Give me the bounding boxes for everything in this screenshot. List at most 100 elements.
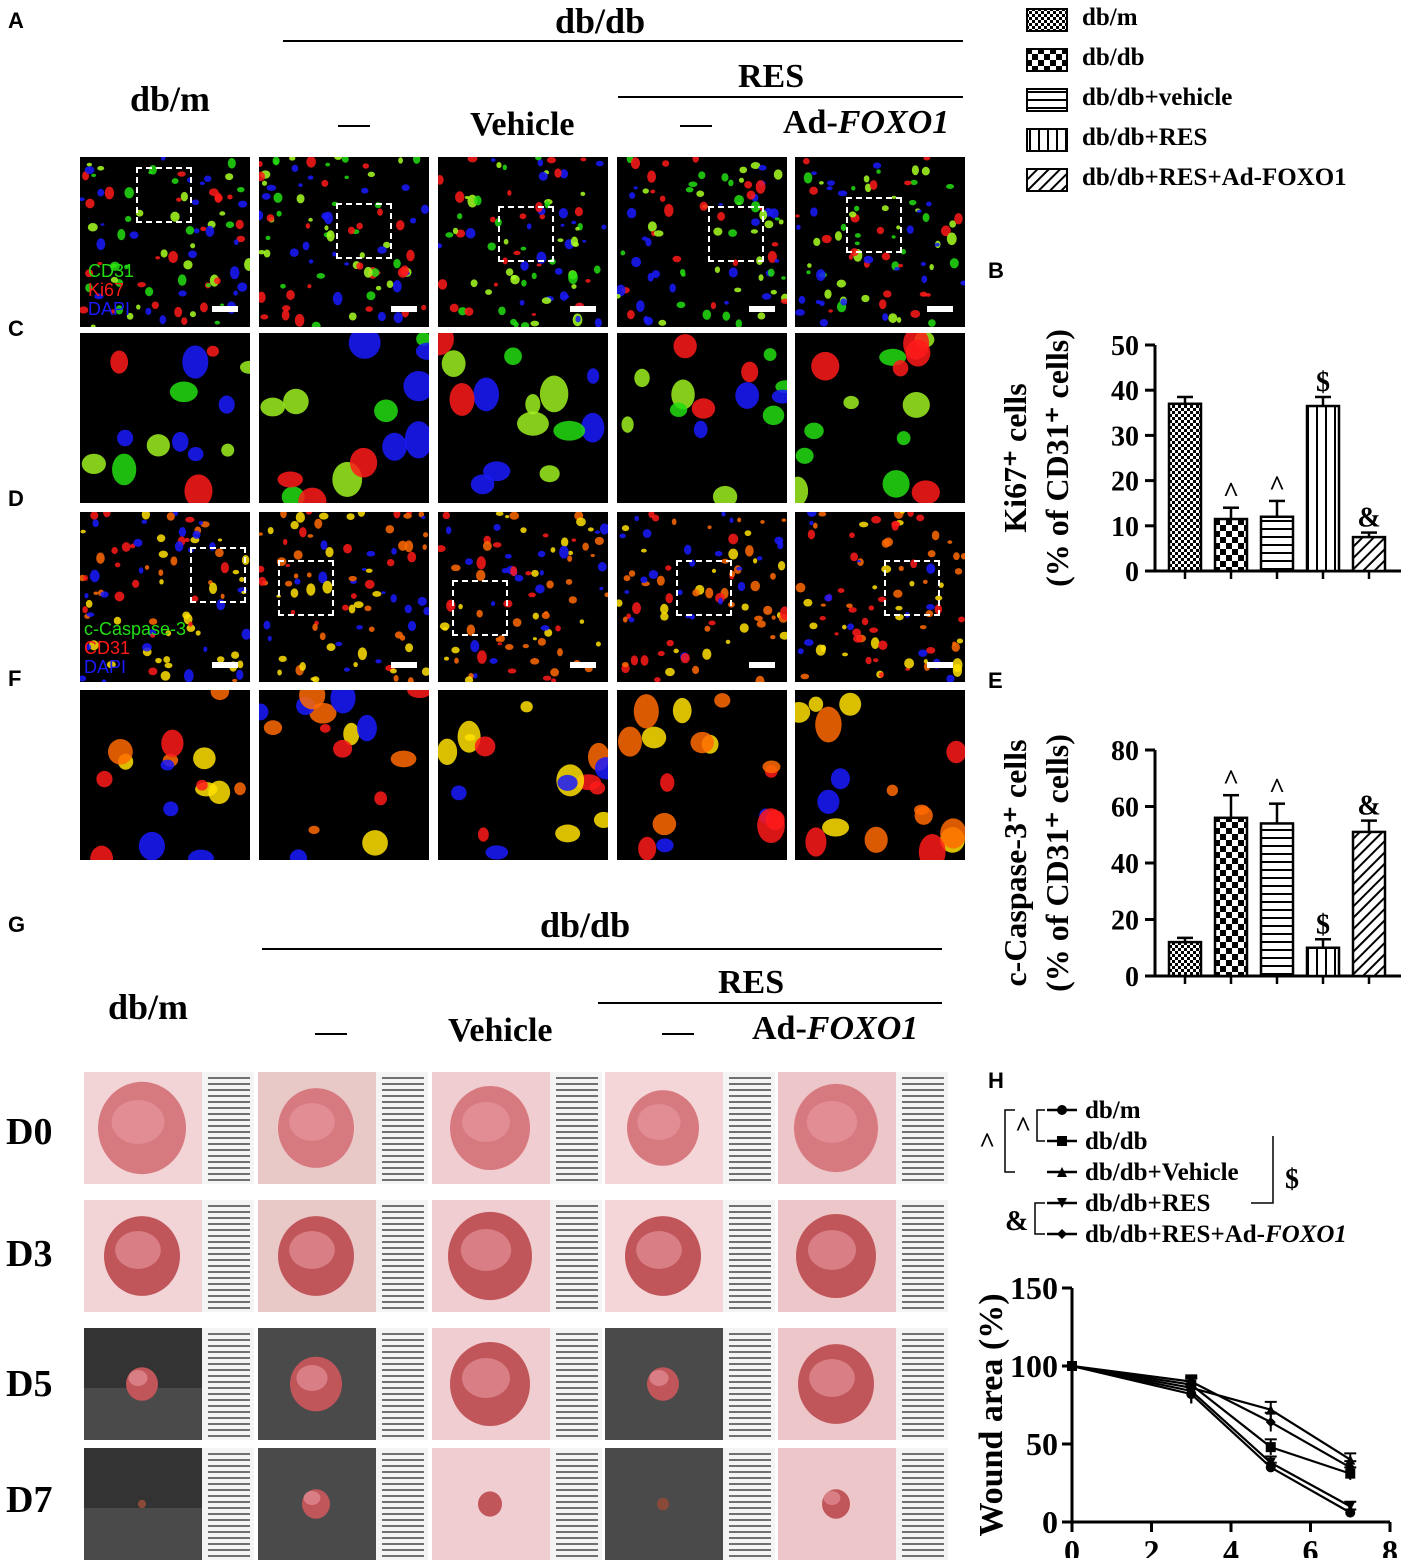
panel-label-a: A [8, 8, 24, 33]
marker-triangle-down [1345, 1501, 1356, 1512]
wound-photo-d5-2 [258, 1328, 428, 1440]
legend-item-1: db/m [1085, 1097, 1141, 1124]
bracket-3 [1251, 1136, 1274, 1204]
micrograph-a-1 [80, 157, 250, 327]
stain-label-cd31: CD31 [88, 261, 135, 281]
wound-photo-d3-3 [432, 1200, 602, 1312]
column-header-vehicle: Vehicle [470, 106, 575, 143]
legend-swatch-3 [1026, 88, 1068, 112]
micrograph-f-1 [80, 690, 250, 860]
zoom-region-box [846, 197, 902, 253]
stain-label-dapi: DAPI [84, 657, 127, 677]
marker-triangle-up [1057, 1167, 1067, 1177]
marker-square [1057, 1136, 1067, 1146]
scale-bar [927, 662, 953, 668]
wound-photo-d3-4 [605, 1200, 775, 1312]
significance-mark: ^ [1269, 774, 1285, 805]
bar-1 [1167, 940, 1203, 978]
legend-swatch-2 [1026, 48, 1068, 72]
bracket-mark-3: $ [1285, 1164, 1299, 1195]
column-header-dbm-g: db/m [108, 987, 189, 1027]
marker-diamond [1265, 1417, 1276, 1428]
group-header-dbdb: db/db [555, 1, 646, 41]
significance-mark: ^ [1223, 478, 1239, 509]
micrograph-a-5 [795, 157, 965, 327]
y-axis-label-2: (% of CD31⁺ cells) [1039, 734, 1075, 992]
series-line-4 [1071, 1364, 1351, 1508]
column-header-ad-foxo1-g: Ad-FOXO1 [752, 1010, 919, 1047]
micrograph-d-5 [795, 512, 965, 682]
micrograph-a-4 [617, 157, 787, 327]
y-tick-label: 40 [1111, 376, 1139, 407]
panel-label-b: B [988, 258, 1004, 283]
panel-label-e: E [988, 668, 1003, 693]
marker-diamond [1345, 1462, 1356, 1473]
series-line-3 [1071, 1364, 1351, 1461]
scale-bar [391, 662, 417, 668]
marker-circle [1057, 1105, 1067, 1115]
zoom-region-box [676, 560, 732, 616]
bar-5 [1351, 830, 1387, 978]
significance-mark: $ [1316, 909, 1330, 940]
wound-photo-d7-4 [605, 1448, 775, 1560]
x-tick-label: 2 [1144, 1533, 1160, 1558]
legend-item-4: db/db+RES [1085, 1190, 1210, 1217]
legend-label-4: db/db+RES [1082, 124, 1208, 151]
y-axis-label-2: (% of CD31⁺ cells) [1039, 329, 1075, 587]
micrograph-d-4 [617, 512, 787, 682]
bracket-mark-4: & [1005, 1206, 1028, 1237]
panel-label-c: C [8, 316, 24, 341]
res-header-g: RES [718, 964, 785, 1001]
x-tick-label: 6 [1303, 1533, 1319, 1558]
x-tick-label: 4 [1223, 1533, 1239, 1558]
micrograph-c-3 [438, 333, 608, 503]
panel-label-h: H [988, 1068, 1004, 1093]
legend-swatch-4 [1026, 128, 1068, 152]
chart-h-wound-area: 0 50 100 150 0 2 4 6 8 Wound area (%) [973, 1270, 1398, 1558]
legend-swatch-1 [1026, 8, 1068, 32]
bracket-4 [1034, 1202, 1045, 1235]
marker-circle [1345, 1507, 1356, 1518]
legend-item-5: db/db+RES+Ad-FOXO1 [1085, 1221, 1347, 1248]
bar-4 [1305, 404, 1341, 573]
res-line [618, 96, 963, 98]
scale-bar [570, 306, 596, 312]
micrograph-d-3 [438, 512, 608, 682]
column-header-dbm: db/m [130, 79, 211, 119]
y-tick-label: 50 [1111, 331, 1139, 362]
legend-label-3: db/db+vehicle [1082, 84, 1233, 111]
legend-swatch-5 [1026, 168, 1068, 192]
scale-bar [212, 306, 238, 312]
wound-photo-d0-4 [605, 1072, 775, 1184]
day-label-d5: D5 [6, 1363, 53, 1405]
micrograph-c-5 [795, 333, 965, 503]
legend-label-1: db/m [1082, 4, 1138, 31]
significance-mark: ^ [1269, 471, 1285, 502]
y-tick-label: 40 [1111, 849, 1139, 880]
significance-mark: & [1357, 503, 1380, 534]
stain-labels-d: c-Caspase-3 CD31 DAPI [84, 620, 186, 677]
bar-4 [1305, 946, 1341, 978]
y-tick-label: 50 [1026, 1426, 1058, 1462]
bar-2 [1213, 816, 1249, 978]
series-line-5 [1071, 1364, 1351, 1469]
micrograph-f-4 [617, 690, 787, 860]
y-tick-label: 0 [1125, 557, 1139, 588]
zoom-region-box [136, 167, 192, 223]
y-tick-label: 150 [1010, 1270, 1058, 1306]
marker-triangle-down [1186, 1385, 1197, 1396]
wound-photo-d0-5 [778, 1072, 948, 1184]
wound-photo-d0-2 [258, 1072, 428, 1184]
micrograph-c-1 [80, 333, 250, 503]
stain-label-ki67: Ki67 [88, 280, 125, 300]
wound-photo-d5-4 [605, 1328, 775, 1440]
zoom-region-box [452, 580, 508, 636]
y-tick-label: 0 [1125, 962, 1139, 993]
chart-b-ki67: 0 10 20 30 40 50 ^ ^ $ & Ki67⁺ cells (% of CD31⁺ ce… [997, 329, 1401, 588]
legend-item-3: db/db+Vehicle [1085, 1159, 1239, 1186]
res-header: RES [738, 58, 805, 95]
bracket-2 [1004, 1109, 1015, 1173]
day-label-d0: D0 [6, 1111, 53, 1153]
legend-label-2: db/db [1082, 44, 1145, 71]
y-axis-label: Wound area (%) [973, 1293, 1010, 1536]
